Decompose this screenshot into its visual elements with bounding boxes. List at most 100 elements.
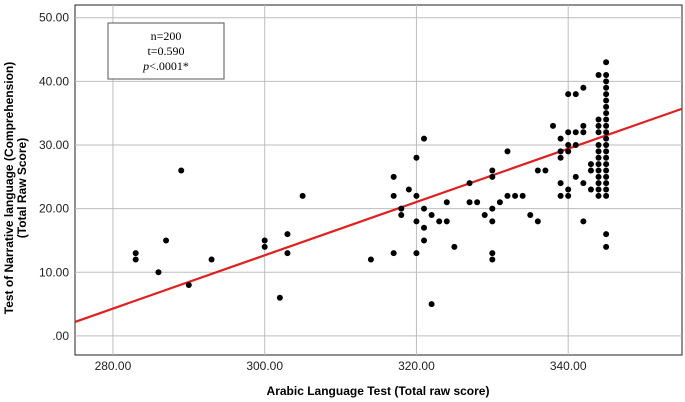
y-tick-label: 50.00 bbox=[39, 11, 69, 25]
data-point bbox=[163, 237, 170, 244]
data-point bbox=[595, 192, 602, 199]
data-point bbox=[496, 199, 503, 206]
data-point bbox=[572, 142, 579, 148]
data-point bbox=[504, 192, 511, 199]
data-point bbox=[603, 110, 610, 117]
data-point bbox=[557, 154, 564, 161]
data-point bbox=[595, 72, 602, 78]
data-point bbox=[550, 122, 557, 129]
data-point bbox=[595, 186, 602, 193]
data-point bbox=[390, 173, 397, 180]
data-point bbox=[132, 256, 139, 263]
data-point bbox=[572, 173, 579, 180]
data-point bbox=[390, 192, 397, 199]
data-point bbox=[603, 78, 610, 85]
data-point bbox=[534, 218, 541, 225]
data-point bbox=[603, 59, 610, 66]
x-axis-title: Arabic Language Test (Total raw score) bbox=[267, 384, 490, 398]
data-point bbox=[580, 122, 587, 129]
data-point bbox=[132, 250, 139, 257]
data-point bbox=[474, 199, 481, 206]
data-point bbox=[489, 167, 496, 174]
y-tick-labels: .00 10.00 20.00 30.00 40.00 50.00 bbox=[39, 11, 69, 343]
data-point bbox=[489, 205, 496, 212]
data-point bbox=[603, 243, 610, 250]
data-point bbox=[595, 180, 602, 187]
data-point bbox=[421, 205, 428, 212]
data-point bbox=[565, 186, 572, 193]
data-point bbox=[595, 129, 602, 136]
data-point bbox=[428, 212, 435, 218]
data-point bbox=[405, 186, 412, 193]
data-point bbox=[603, 148, 610, 155]
data-point bbox=[421, 224, 428, 231]
data-point bbox=[595, 142, 602, 148]
data-point bbox=[481, 212, 488, 218]
data-point bbox=[390, 250, 397, 257]
data-point bbox=[398, 212, 405, 218]
data-point bbox=[466, 180, 473, 187]
data-point bbox=[557, 135, 564, 142]
data-point bbox=[603, 231, 610, 238]
data-point bbox=[603, 122, 610, 129]
y-axis-title-line2: (Total Raw Score) bbox=[15, 138, 29, 238]
data-point bbox=[565, 129, 572, 136]
data-point bbox=[587, 161, 594, 168]
data-point bbox=[504, 148, 511, 155]
data-point bbox=[572, 129, 579, 136]
annotation-p: p<.0001* bbox=[142, 59, 189, 73]
data-point bbox=[603, 167, 610, 174]
data-point bbox=[421, 237, 428, 244]
data-point bbox=[436, 218, 443, 225]
data-point bbox=[557, 180, 564, 187]
y-axis-title: Test of Narrative language (Comprehensio… bbox=[2, 62, 16, 315]
y-tick-label: 10.00 bbox=[39, 265, 69, 279]
data-point bbox=[155, 269, 162, 276]
data-point bbox=[595, 122, 602, 129]
data-point bbox=[178, 167, 185, 174]
data-point bbox=[595, 173, 602, 180]
data-point bbox=[451, 243, 458, 250]
data-point bbox=[284, 231, 291, 238]
data-point bbox=[519, 192, 526, 199]
data-point bbox=[603, 180, 610, 187]
data-point bbox=[565, 142, 572, 148]
x-tick-label: 320.00 bbox=[398, 359, 435, 373]
annotation-t: t=0.590 bbox=[147, 44, 184, 58]
data-point bbox=[603, 142, 610, 148]
data-point bbox=[398, 205, 405, 212]
data-point bbox=[565, 91, 572, 98]
data-point bbox=[572, 91, 579, 98]
data-point bbox=[443, 199, 450, 206]
data-point bbox=[595, 154, 602, 161]
data-point bbox=[580, 180, 587, 187]
data-point bbox=[512, 192, 519, 199]
data-point bbox=[534, 167, 541, 174]
data-point bbox=[603, 135, 610, 142]
data-point bbox=[595, 116, 602, 123]
data-point bbox=[603, 129, 610, 136]
data-point bbox=[595, 148, 602, 155]
data-point bbox=[428, 301, 435, 308]
data-point bbox=[603, 84, 610, 91]
data-point bbox=[489, 256, 496, 263]
regression-line bbox=[74, 107, 683, 323]
data-point bbox=[208, 256, 215, 263]
data-point bbox=[603, 116, 610, 123]
annotation-n: n=200 bbox=[151, 29, 182, 43]
data-point bbox=[443, 218, 450, 225]
data-point bbox=[413, 154, 420, 161]
data-point bbox=[603, 192, 610, 199]
data-point bbox=[603, 91, 610, 98]
data-point bbox=[603, 161, 610, 168]
data-point bbox=[603, 173, 610, 180]
data-point bbox=[580, 129, 587, 136]
data-point bbox=[466, 199, 473, 206]
data-point bbox=[587, 167, 594, 174]
data-point bbox=[527, 212, 534, 218]
data-point bbox=[603, 186, 610, 193]
x-tick-label: 300.00 bbox=[246, 359, 283, 373]
data-point bbox=[603, 97, 610, 104]
data-point bbox=[489, 218, 496, 225]
